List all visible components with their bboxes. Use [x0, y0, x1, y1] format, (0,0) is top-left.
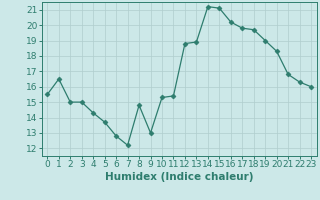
- X-axis label: Humidex (Indice chaleur): Humidex (Indice chaleur): [105, 172, 253, 182]
